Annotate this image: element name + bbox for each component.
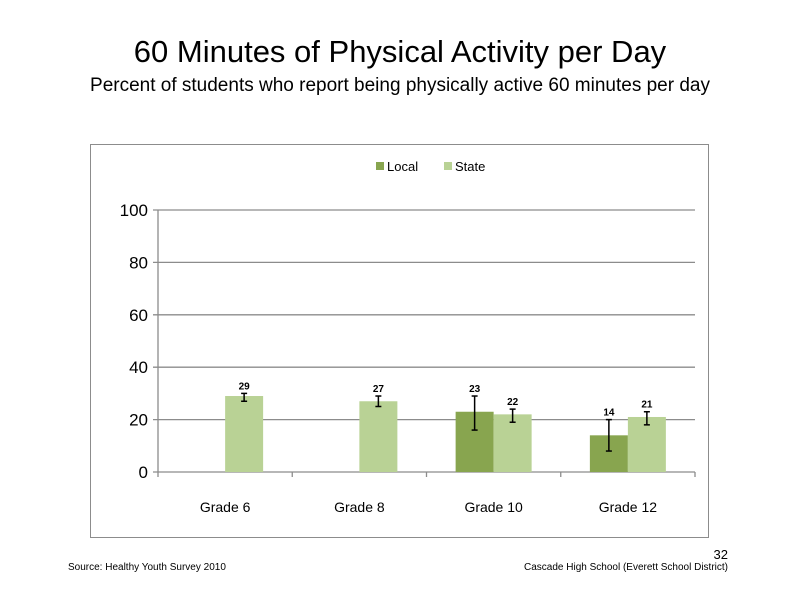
source-note: Source: Healthy Youth Survey 2010 xyxy=(68,562,226,573)
data-label: 14 xyxy=(603,408,615,419)
data-label: 22 xyxy=(507,397,519,408)
school-note: Cascade High School (Everett School Dist… xyxy=(524,562,728,573)
y-tick-label: 100 xyxy=(120,201,148,220)
page-number: 32 xyxy=(713,547,728,562)
bar-state xyxy=(493,414,532,472)
chart-frame xyxy=(90,144,709,538)
x-tick-label: Grade 10 xyxy=(464,499,523,515)
legend-swatch xyxy=(376,162,384,170)
y-tick-label: 80 xyxy=(129,253,148,272)
slide-subtitle: Percent of students who report being phy… xyxy=(90,75,710,96)
x-tick-label: Grade 12 xyxy=(599,499,658,515)
y-tick-label: 40 xyxy=(129,358,148,377)
bar-state xyxy=(225,396,264,472)
data-label: 21 xyxy=(641,400,653,411)
bar-state xyxy=(627,416,666,472)
y-tick-label: 20 xyxy=(129,411,148,430)
y-tick-label: 0 xyxy=(139,463,148,482)
legend-label: State xyxy=(455,159,485,174)
data-label: 23 xyxy=(469,384,481,395)
legend-label: Local xyxy=(387,159,418,174)
data-label: 29 xyxy=(239,381,251,392)
bar-state xyxy=(359,401,398,472)
legend-swatch xyxy=(444,162,452,170)
data-label: 27 xyxy=(373,384,385,395)
x-tick-label: Grade 6 xyxy=(200,499,251,515)
slide-title: 60 Minutes of Physical Activity per Day xyxy=(133,34,667,69)
y-tick-label: 60 xyxy=(129,306,148,325)
x-tick-label: Grade 8 xyxy=(334,499,385,515)
